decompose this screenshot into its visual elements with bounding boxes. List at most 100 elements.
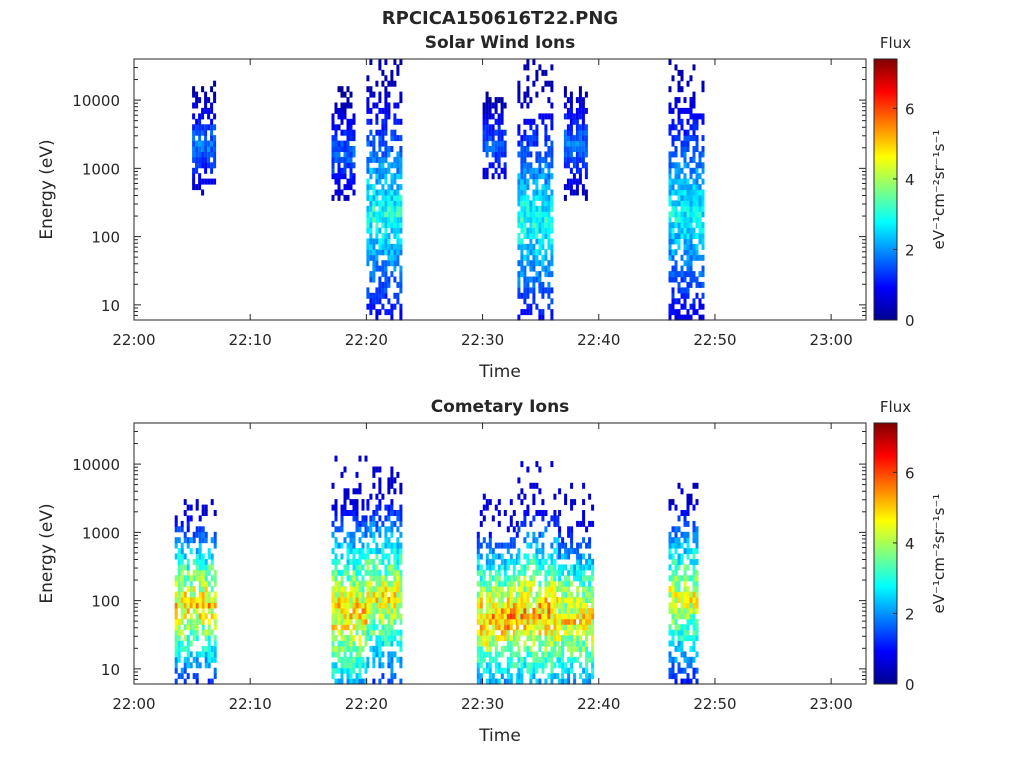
heatmap-cell <box>541 558 545 565</box>
heatmap-cell <box>683 597 687 603</box>
heatmap-cell <box>378 531 382 538</box>
heatmap-cell <box>399 271 403 278</box>
heatmap-cell <box>677 167 681 174</box>
heatmap-cell <box>509 651 513 658</box>
heatmap-cell <box>497 662 501 669</box>
heatmap-cell <box>378 162 382 169</box>
heatmap-cell <box>183 662 187 669</box>
heatmap-cell <box>210 140 214 147</box>
heatmap-cell <box>331 156 335 163</box>
heatmap-cell <box>698 314 702 321</box>
heatmap-cell <box>529 260 533 267</box>
heatmap-cell <box>561 553 565 560</box>
heatmap-cell <box>375 591 379 598</box>
heatmap-cell <box>689 493 693 500</box>
heatmap-cell <box>349 499 353 506</box>
heatmap-cell <box>381 575 385 582</box>
heatmap-cell <box>517 580 521 587</box>
heatmap-cell <box>195 156 199 163</box>
heatmap-cell <box>500 597 504 603</box>
heatmap-cell <box>387 580 391 587</box>
heatmap-cell <box>680 591 684 598</box>
heatmap-cell <box>523 287 527 294</box>
axes-box <box>133 422 867 685</box>
heatmap-cell <box>532 613 536 620</box>
heatmap-cell <box>340 635 344 642</box>
heatmap-cell <box>541 542 545 549</box>
heatmap-cell <box>381 493 385 500</box>
heatmap-cell <box>579 597 583 603</box>
heatmap-cell <box>358 586 362 593</box>
heatmap-cell <box>390 222 394 229</box>
heatmap-cell <box>390 80 394 87</box>
heatmap-cell <box>180 569 184 576</box>
heatmap-cell <box>198 173 202 180</box>
heatmap-cell <box>399 243 403 250</box>
heatmap-cell <box>529 591 533 598</box>
heatmap-cell <box>517 678 521 685</box>
heatmap-cell <box>570 613 574 620</box>
heatmap-cell <box>343 151 347 158</box>
heatmap-cell <box>369 526 373 533</box>
heatmap-cell <box>387 515 391 522</box>
heatmap-cell <box>698 303 702 310</box>
heatmap-cell <box>550 542 554 549</box>
heatmap-cell <box>485 102 489 109</box>
heatmap-cell <box>358 673 362 680</box>
heatmap-cell <box>482 124 486 131</box>
heatmap-cell <box>544 597 548 603</box>
heatmap-cell <box>390 482 394 489</box>
heatmap-cell <box>192 102 196 109</box>
heatmap-cell <box>558 531 562 538</box>
heatmap-cell <box>517 86 521 93</box>
heatmap-cell <box>553 510 557 516</box>
heatmap-cell <box>570 537 574 544</box>
heatmap-cell <box>387 233 391 239</box>
heatmap-cell <box>500 591 504 598</box>
heatmap-cell <box>384 238 388 245</box>
heatmap-cell <box>390 602 394 609</box>
heatmap-cell <box>585 629 589 636</box>
heatmap-cell <box>677 233 681 239</box>
heatmap-cell <box>497 651 501 658</box>
heatmap-cell <box>396 260 400 267</box>
heatmap-cell <box>372 537 376 544</box>
heatmap-cell <box>520 586 524 593</box>
heatmap-cell <box>535 194 539 201</box>
heatmap-cell <box>349 135 353 142</box>
heatmap-cell <box>393 673 397 680</box>
heatmap-cell <box>346 151 350 158</box>
heatmap-cell <box>485 651 489 658</box>
heatmap-cell <box>364 635 368 642</box>
heatmap-cell <box>532 298 536 305</box>
heatmap-cell <box>372 510 376 516</box>
heatmap-cell <box>538 591 542 598</box>
heatmap-cell <box>683 580 687 587</box>
heatmap-cell <box>361 542 365 549</box>
heatmap-cell <box>520 629 524 636</box>
heatmap-cell <box>331 618 335 625</box>
heatmap-cell <box>372 618 376 625</box>
heatmap-cell <box>331 482 335 489</box>
heatmap-cell <box>680 276 684 283</box>
heatmap-cell <box>372 656 376 663</box>
heatmap-cell <box>523 553 527 560</box>
heatmap-cell <box>343 146 347 152</box>
heatmap-cell <box>355 569 359 576</box>
heatmap-cell <box>689 276 693 283</box>
heatmap-cell <box>369 211 373 218</box>
heatmap-cell <box>680 607 684 614</box>
heatmap-cell <box>369 645 373 652</box>
heatmap-cell <box>520 618 524 625</box>
heatmap-cell <box>674 575 678 582</box>
heatmap-cell <box>192 156 196 163</box>
heatmap-cell <box>591 520 595 527</box>
heatmap-cell <box>695 200 699 207</box>
heatmap-cell <box>512 640 516 647</box>
heatmap-cell <box>526 309 530 316</box>
heatmap-cell <box>393 510 397 516</box>
heatmap-cell <box>488 499 492 506</box>
heatmap-cell <box>541 640 545 647</box>
heatmap-cell <box>509 575 513 582</box>
heatmap-cell <box>331 569 335 576</box>
